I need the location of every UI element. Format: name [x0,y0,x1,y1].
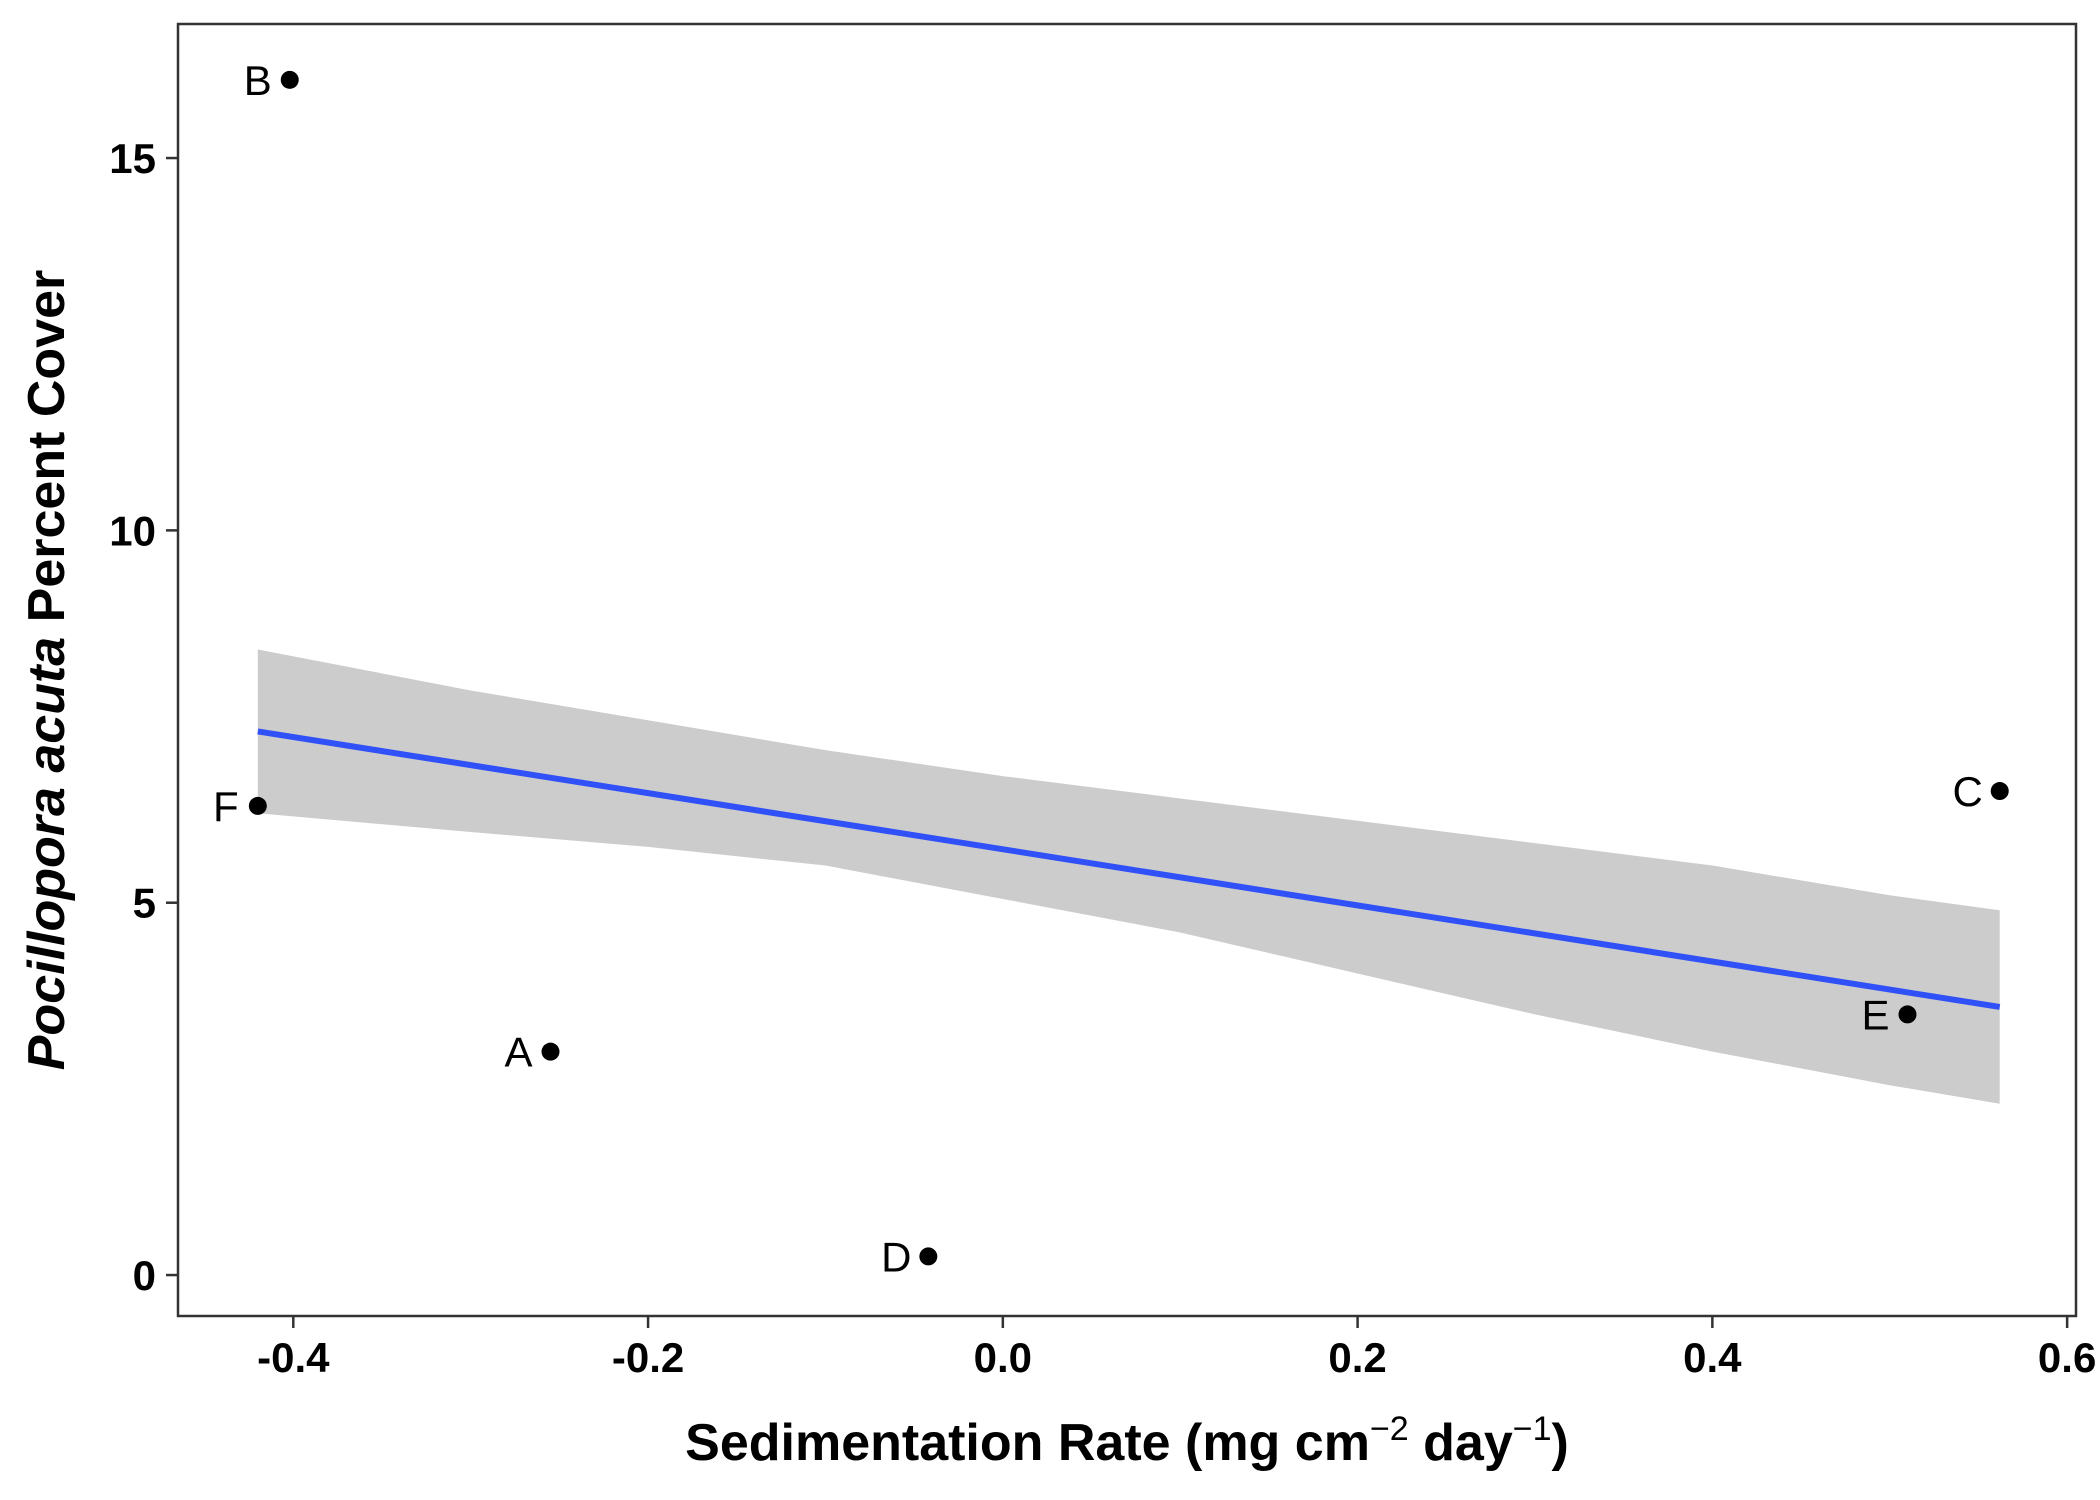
y-tick-label: 15 [109,135,156,182]
data-point-d [919,1247,938,1266]
y-tick-label: 5 [133,880,156,927]
confidence-band [257,649,2000,1104]
x-axis-title: Sedimentation Rate (mg cm−2 day−1) [685,1410,1569,1472]
x-tick-label: 0.0 [974,1334,1032,1381]
x-tick-label: -0.2 [612,1334,684,1381]
data-point-e [1898,1005,1917,1024]
data-point-f [248,796,267,815]
data-point-c [1990,782,2009,801]
x-tick-label: 0.4 [1683,1334,1742,1381]
point-label-b: B [244,57,272,104]
point-label-e: E [1861,991,1889,1038]
point-label-d: D [881,1233,911,1280]
point-label-f: F [213,783,239,830]
y-tick-label: 10 [109,507,156,554]
x-tick-label: -0.4 [257,1334,330,1381]
point-label-c: C [1953,768,1983,815]
trend-line [257,728,2001,1010]
data-point-b [280,70,299,89]
point-label-a: A [504,1029,532,1076]
x-tick-label: 0.6 [2038,1334,2096,1381]
x-tick-label: 0.2 [1328,1334,1386,1381]
y-axis-title: Pocillopora acuta Percent Cover [18,270,76,1071]
data-point-a [541,1042,560,1061]
y-tick-label: 0 [133,1252,156,1299]
plot-panel-border [176,22,2078,1318]
